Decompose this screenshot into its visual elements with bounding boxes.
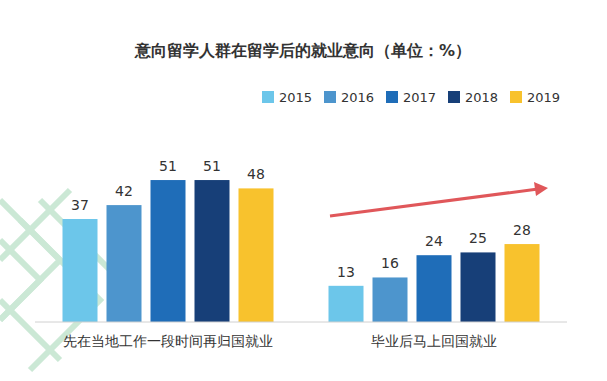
chart: 意向留学人群在留学后的就业意向（单位：%）2015201620172018201… <box>0 0 607 381</box>
bar <box>107 205 142 322</box>
data-label: 42 <box>115 183 133 199</box>
legend: 2015 2016 2017 2018 2019 <box>262 90 560 105</box>
data-label: 13 <box>337 264 355 280</box>
bar <box>329 286 364 322</box>
bar <box>63 219 98 322</box>
legend-swatch <box>448 91 460 103</box>
legend-label: 2016 <box>341 90 374 105</box>
data-label: 28 <box>513 222 531 238</box>
legend-label: 2015 <box>279 90 312 105</box>
legend-swatch <box>510 91 522 103</box>
category-label: 先在当地工作一段时间再归国就业 <box>63 333 273 349</box>
bar <box>195 180 230 322</box>
data-label: 37 <box>71 197 89 213</box>
data-label: 16 <box>381 255 399 271</box>
trend-arrow <box>330 182 548 216</box>
arrow-head <box>534 182 548 196</box>
data-label: 51 <box>159 158 177 174</box>
legend-label: 2018 <box>465 90 498 105</box>
bars <box>63 180 540 322</box>
category-label: 毕业后马上回国就业 <box>371 333 497 349</box>
data-label: 48 <box>247 166 265 182</box>
bar <box>239 188 274 322</box>
title: 意向留学人群在留学后的就业意向（单位：%） <box>134 41 471 60</box>
bar <box>151 180 186 322</box>
legend-swatch <box>386 91 398 103</box>
legend-swatch <box>324 91 336 103</box>
bar <box>417 255 452 322</box>
bar <box>373 277 408 322</box>
baseline <box>35 322 567 323</box>
arrow-line <box>330 189 538 216</box>
decoration-line <box>0 300 60 360</box>
data-label: 24 <box>425 233 443 249</box>
decoration-line <box>0 200 60 320</box>
decoration-line <box>0 190 70 260</box>
data-labels: 37 13 42 16 51 24 51 25 48 28 <box>71 158 531 280</box>
bar <box>505 244 540 322</box>
bar <box>461 252 496 322</box>
legend-label: 2019 <box>527 90 560 105</box>
legend-swatch <box>262 91 274 103</box>
data-label: 25 <box>469 230 487 246</box>
legend-label: 2017 <box>403 90 436 105</box>
data-label: 51 <box>203 158 221 174</box>
